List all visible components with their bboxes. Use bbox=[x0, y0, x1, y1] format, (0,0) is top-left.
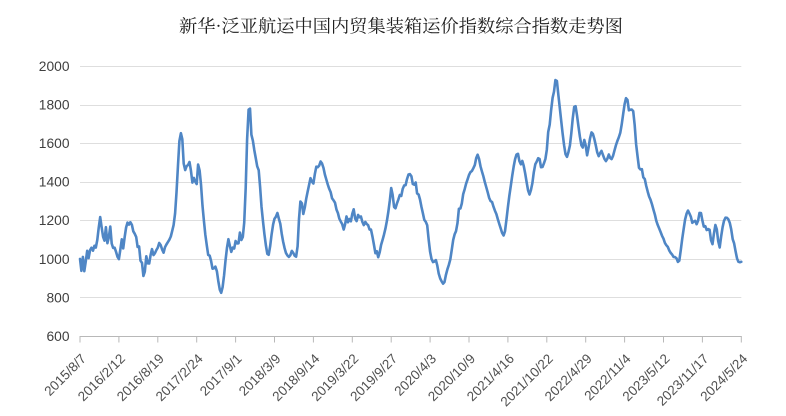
svg-text:600: 600 bbox=[46, 329, 69, 344]
svg-text:1400: 1400 bbox=[39, 175, 70, 190]
svg-text:1200: 1200 bbox=[39, 213, 70, 228]
svg-text:1800: 1800 bbox=[39, 98, 70, 113]
svg-text:2000: 2000 bbox=[39, 59, 70, 74]
svg-text:1000: 1000 bbox=[39, 252, 70, 267]
svg-text:800: 800 bbox=[46, 290, 69, 305]
svg-text:1600: 1600 bbox=[39, 136, 70, 151]
